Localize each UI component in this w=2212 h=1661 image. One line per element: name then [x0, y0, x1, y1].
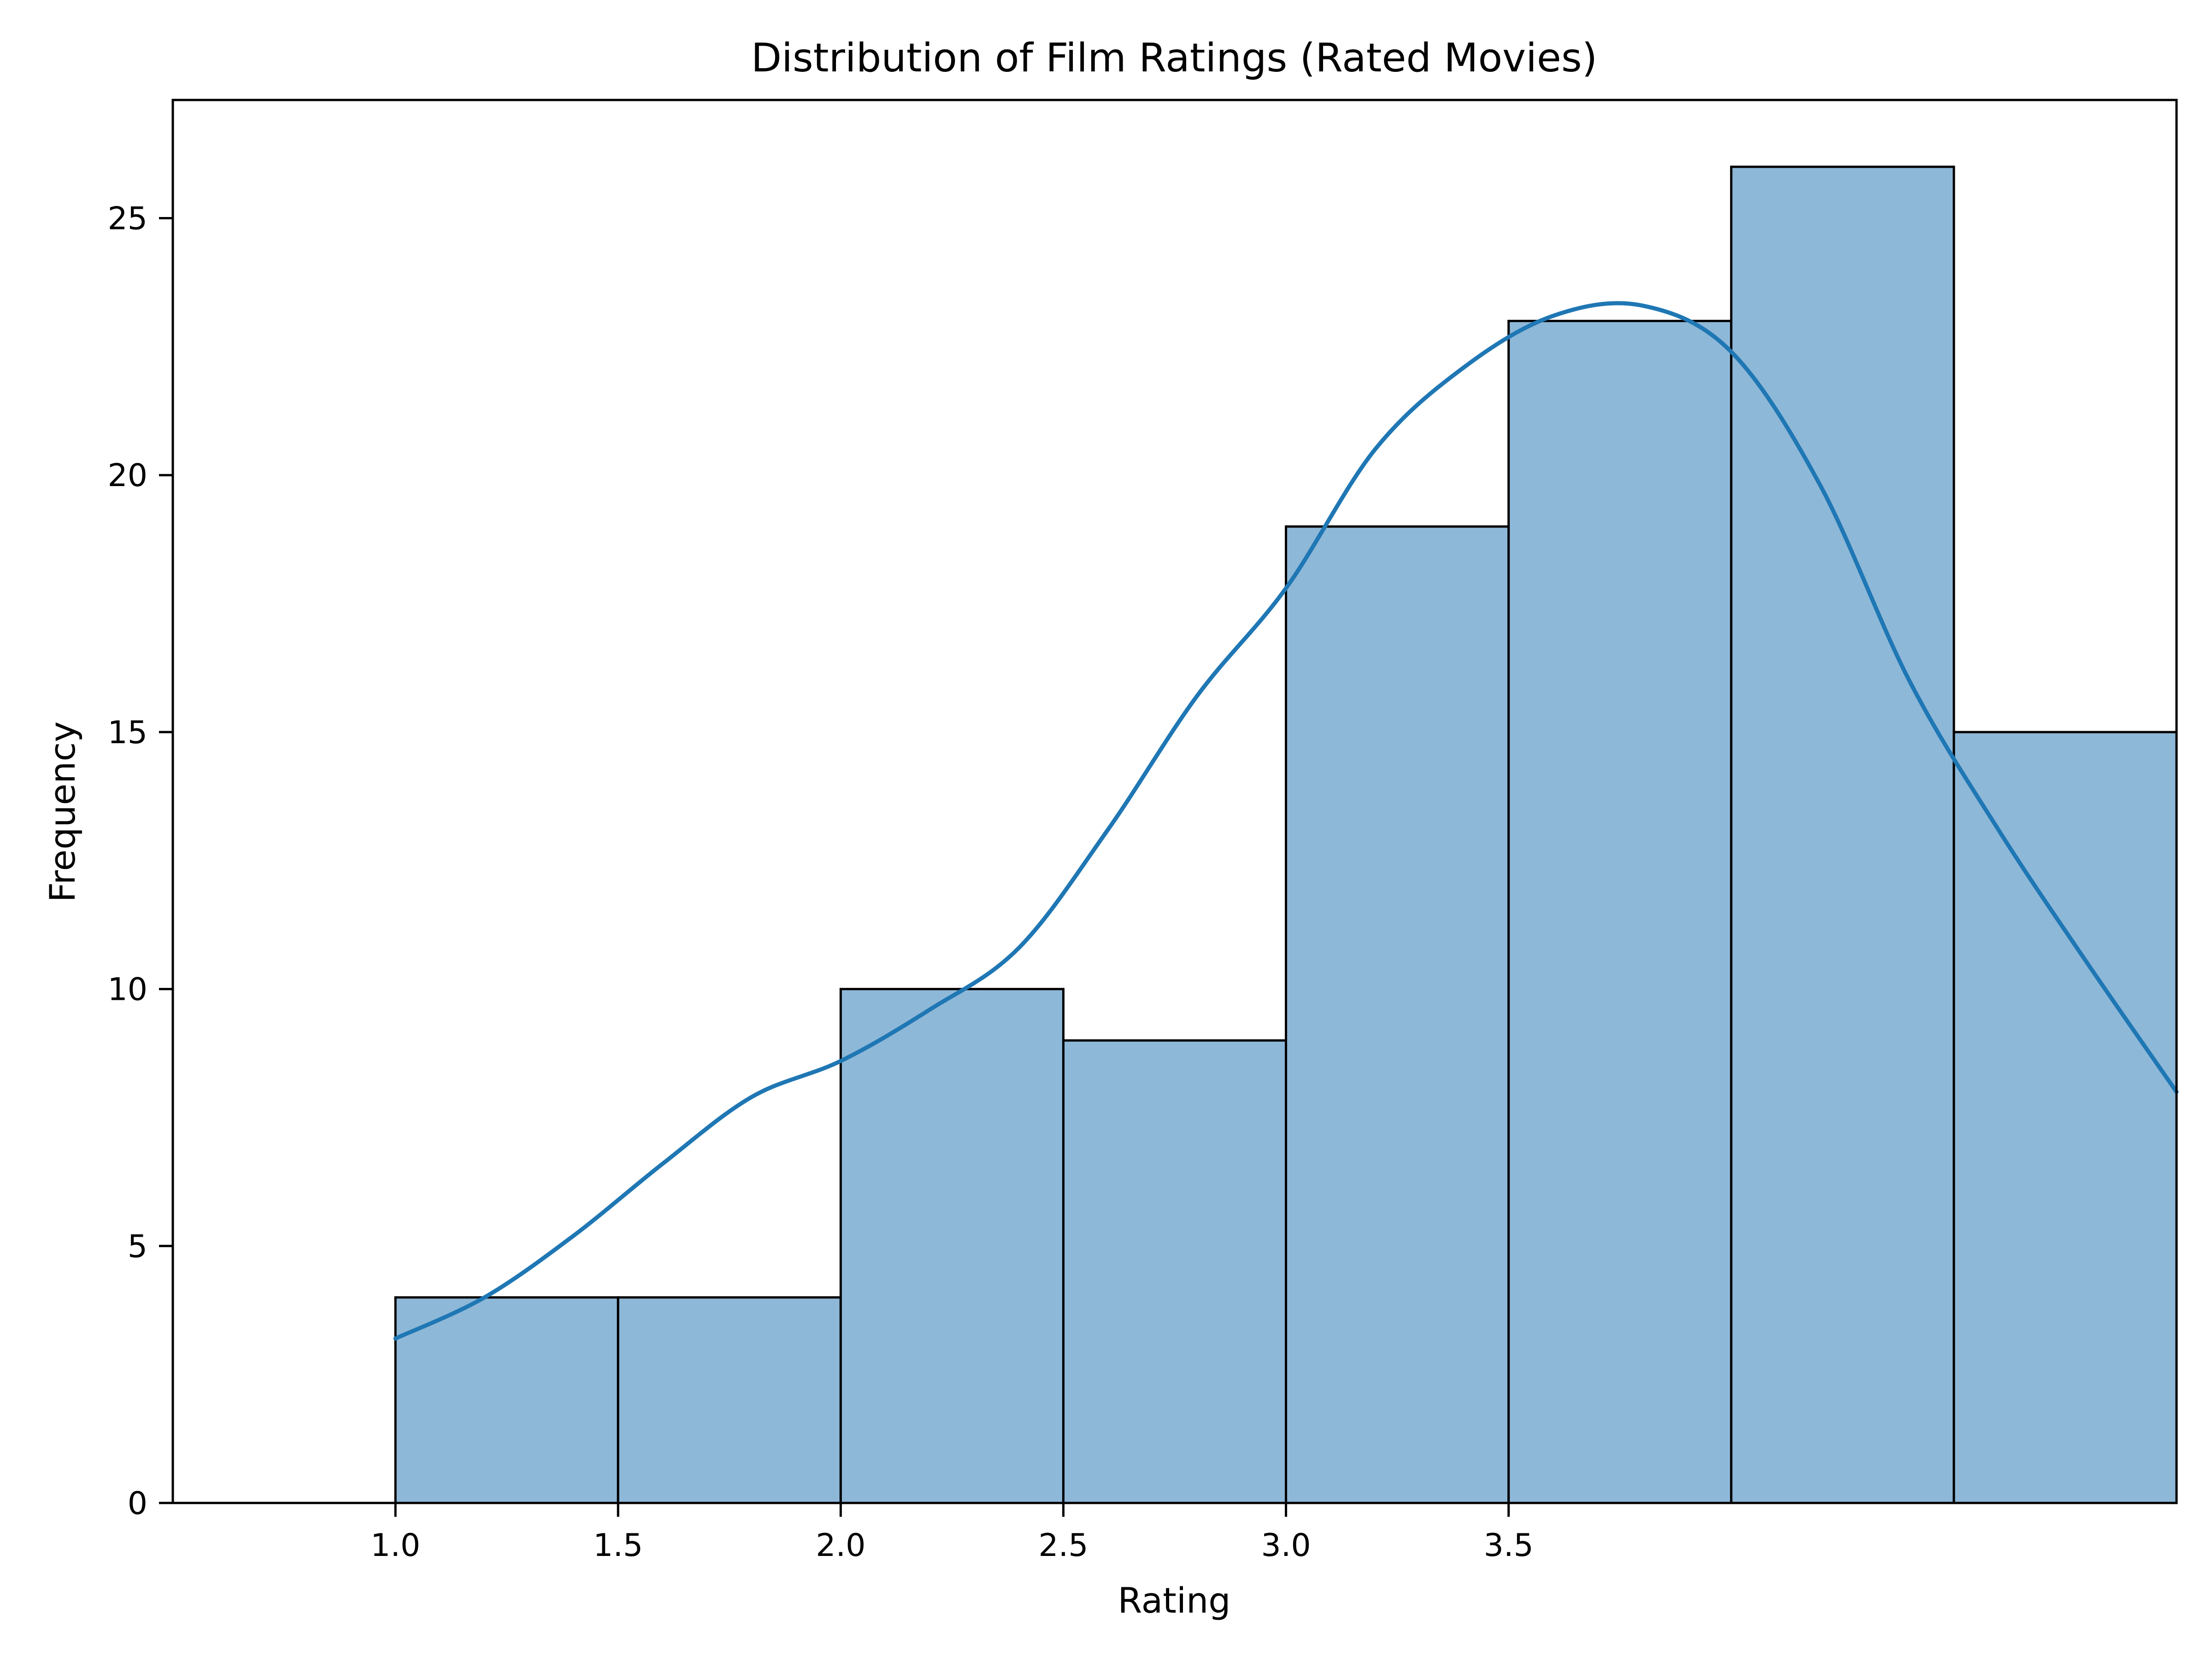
axes-layer [171, 99, 2178, 1504]
bars-layer [394, 165, 2178, 1504]
chart-title: Distribution of Film Ratings (Rated Movi… [751, 35, 1597, 81]
x-tick-label: 3.0 [1261, 1527, 1311, 1564]
histogram-bar-2 [617, 1296, 842, 1504]
x-axis-label: Rating [1118, 1580, 1230, 1621]
x-tick-label: 2.5 [1038, 1527, 1088, 1564]
x-tick-label: 2.0 [816, 1527, 865, 1564]
y-tick-label: 5 [128, 1228, 147, 1265]
y-ticks-layer: 0 5 10 15 20 25 [107, 201, 173, 1522]
plot-frame [171, 99, 2178, 1504]
y-tick-label: 25 [107, 201, 147, 237]
y-tick-label: 0 [128, 1485, 147, 1522]
x-tick-label: 1.5 [593, 1527, 643, 1564]
x-ticks-layer: 1.0 1.5 2.0 2.5 3.0 3.5 [371, 1503, 1534, 1564]
kde-layer [393, 301, 2179, 1341]
histogram-bar-6 [1507, 320, 1733, 1504]
y-axis-label: Frequency [42, 722, 83, 903]
x-tick-label: 3.5 [1484, 1527, 1534, 1564]
y-tick-label: 20 [107, 458, 147, 494]
x-tick-label: 1.0 [371, 1527, 420, 1564]
histogram-bar-4 [1062, 1039, 1288, 1504]
histogram-bar-1 [394, 1296, 619, 1504]
histogram-bar-7 [1730, 165, 1955, 1504]
histogram-bar-8 [1953, 731, 2178, 1504]
histogram-bar-3 [839, 988, 1065, 1504]
y-tick-label: 15 [107, 715, 147, 751]
y-tick-label: 10 [107, 972, 147, 1008]
histogram-bar-5 [1285, 525, 1510, 1504]
kde-curve [393, 301, 2179, 1341]
